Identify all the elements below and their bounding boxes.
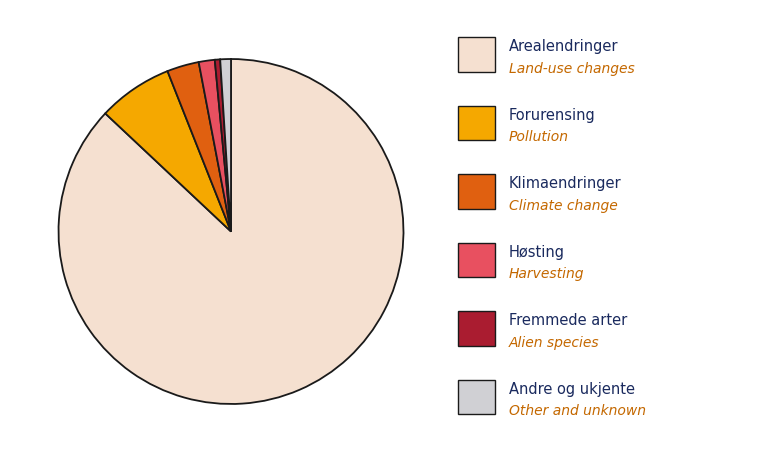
Wedge shape — [215, 59, 231, 232]
Text: Andre og ukjente: Andre og ukjente — [509, 382, 635, 397]
Text: Klimaendringer: Klimaendringer — [509, 176, 621, 191]
Wedge shape — [105, 71, 231, 231]
Text: Pollution: Pollution — [509, 130, 569, 144]
Text: Climate change: Climate change — [509, 199, 618, 213]
Text: Forurensing: Forurensing — [509, 108, 596, 123]
Text: Fremmede arter: Fremmede arter — [509, 313, 628, 328]
Text: Arealendringer: Arealendringer — [509, 39, 618, 54]
Text: Other and unknown: Other and unknown — [509, 404, 646, 418]
Text: Land-use changes: Land-use changes — [509, 62, 634, 75]
Wedge shape — [220, 59, 231, 232]
Wedge shape — [199, 60, 231, 232]
Text: Alien species: Alien species — [509, 336, 600, 350]
Wedge shape — [59, 59, 403, 404]
Text: Harvesting: Harvesting — [509, 267, 584, 281]
Wedge shape — [168, 62, 231, 232]
Text: Høsting: Høsting — [509, 245, 565, 260]
